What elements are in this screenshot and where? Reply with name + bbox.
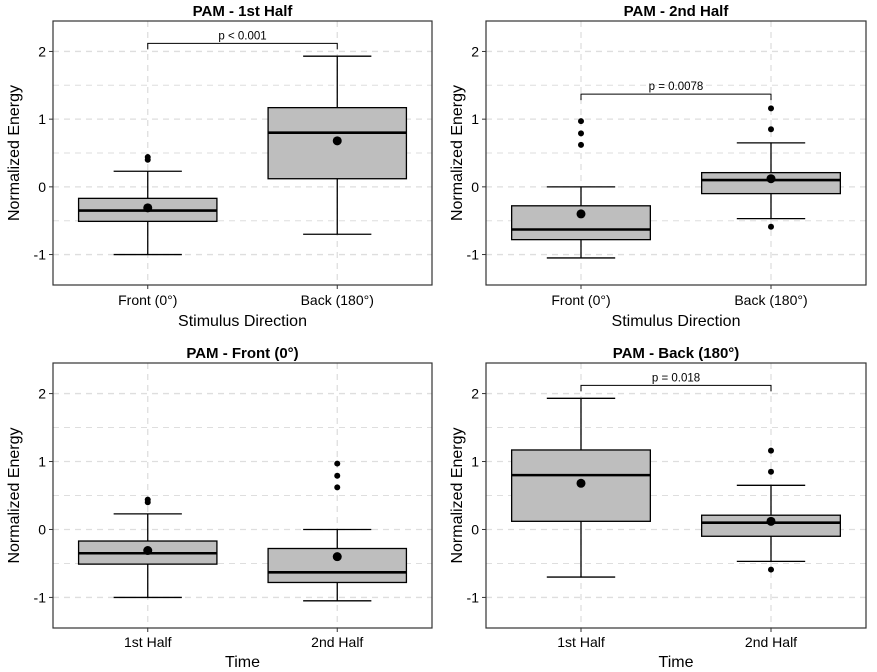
mean-point xyxy=(332,552,342,562)
y-tick-label: 0 xyxy=(38,521,46,537)
mean-point xyxy=(576,478,586,488)
y-tick-label: -1 xyxy=(34,247,47,263)
y-tick-label: -1 xyxy=(34,589,47,605)
mean-point xyxy=(143,203,153,213)
outlier-point xyxy=(334,472,341,479)
outlier-point xyxy=(768,126,774,133)
x-tick-label: Front (0°) xyxy=(551,292,610,308)
outlier-point xyxy=(144,496,151,503)
x-tick-label: Back (180°) xyxy=(734,292,807,308)
y-tick-label: 0 xyxy=(38,179,46,195)
outlier-point xyxy=(144,154,151,161)
mean-point xyxy=(332,136,342,146)
y-axis-title: Normalized Energy xyxy=(449,427,466,563)
y-tick-label: 1 xyxy=(38,111,46,127)
outlier-point xyxy=(334,484,341,491)
significance-label: p < 0.001 xyxy=(218,30,266,42)
significance-label: p = 0.0078 xyxy=(649,81,704,93)
y-tick-label: 0 xyxy=(471,179,479,195)
x-axis-title: Time xyxy=(659,654,694,671)
y-axis-title: Normalized Energy xyxy=(449,85,466,221)
outlier-point xyxy=(578,141,584,148)
significance-label: p = 0.018 xyxy=(652,372,700,384)
significance-bracket xyxy=(580,93,772,101)
y-tick-label: 2 xyxy=(471,386,479,402)
chart-panel-3: -1 0 1 2 1st Half 2nd Half PAM - Front (0°) Tim… xyxy=(6,345,433,671)
mean-point xyxy=(766,174,776,184)
chart-panel-2: p = 0.0078 -1 0 1 2 Front (0°) Back (180°) PAM … xyxy=(449,3,867,330)
chart-panel-1: p < 0.001 -1 0 1 2 Front (0°) Back (180°) PAM -… xyxy=(6,3,433,330)
x-axis-title: Stimulus Direction xyxy=(612,313,741,330)
mean-point xyxy=(576,209,586,219)
y-tick-label: 1 xyxy=(471,454,479,470)
y-tick-label: 1 xyxy=(38,454,46,470)
significance-bracket xyxy=(580,384,772,392)
y-tick-label: 2 xyxy=(471,43,479,59)
y-tick-label: 0 xyxy=(471,521,479,537)
panel-border xyxy=(52,20,433,286)
y-tick-label: 2 xyxy=(38,43,46,59)
significance-bracket xyxy=(147,42,338,50)
panel-title: PAM - Front (0°) xyxy=(186,345,298,362)
panel-title: PAM - Back (180°) xyxy=(613,345,740,362)
y-tick-label: -1 xyxy=(467,247,480,263)
outlier-point xyxy=(768,223,774,230)
chart-panel-4: p = 0.018 -1 0 1 2 1st Half 2nd Half PAM - Back… xyxy=(449,345,867,671)
x-axis-title: Time xyxy=(225,654,260,671)
y-axis-title: Normalized Energy xyxy=(6,85,23,221)
panel-border xyxy=(485,20,867,286)
outlier-point xyxy=(578,130,584,137)
y-tick-label: -1 xyxy=(467,589,480,605)
y-tick-label: 2 xyxy=(38,386,46,402)
x-axis-title: Stimulus Direction xyxy=(178,313,307,330)
y-axis-title: Normalized Energy xyxy=(6,427,23,563)
outlier-point xyxy=(768,468,774,475)
x-tick-label: 2nd Half xyxy=(745,634,797,650)
outlier-point xyxy=(768,566,774,573)
x-tick-label: Front (0°) xyxy=(118,292,177,308)
mean-point xyxy=(766,516,776,526)
panel-title: PAM - 1st Half xyxy=(193,3,294,20)
outlier-point xyxy=(768,105,774,112)
panel-title: PAM - 2nd Half xyxy=(624,3,730,20)
x-tick-label: 1st Half xyxy=(124,634,172,650)
x-tick-label: 2nd Half xyxy=(311,634,363,650)
x-tick-label: 1st Half xyxy=(557,634,605,650)
panel-border xyxy=(485,362,867,629)
outlier-point xyxy=(768,447,774,454)
outlier-point xyxy=(334,460,341,467)
outlier-point xyxy=(578,118,584,125)
panel-border xyxy=(52,362,433,629)
mean-point xyxy=(143,546,153,556)
x-tick-label: Back (180°) xyxy=(301,292,374,308)
y-tick-label: 1 xyxy=(471,111,479,127)
